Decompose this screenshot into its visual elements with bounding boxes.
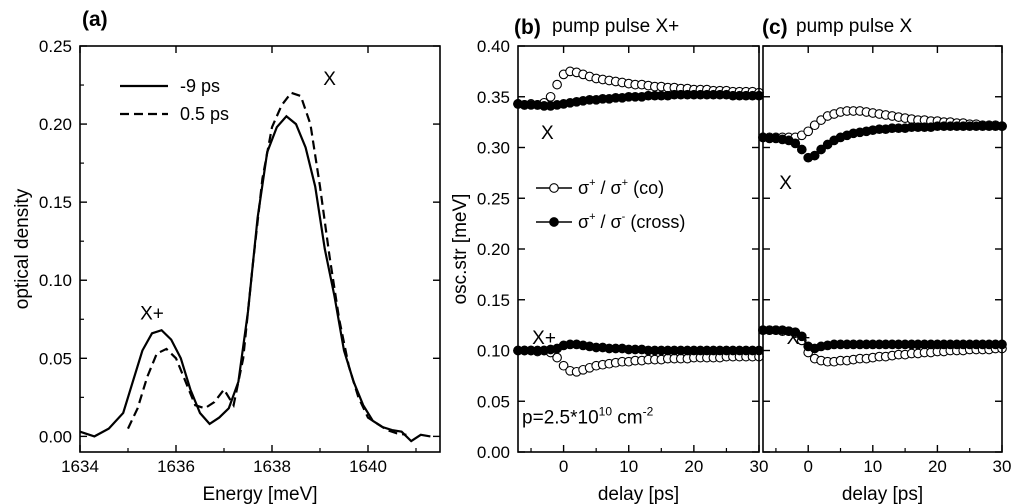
panel-b: 0.00 0.05 0.10 0.15 0.20 0.25 0.30 0.35 0.40 0 10 2…: [450, 16, 768, 504]
x-tick-label: 1638: [253, 457, 291, 476]
plot-frame-c: [762, 45, 1003, 453]
y-tick-label: 0.20: [477, 240, 510, 259]
legend-label-2: 0.5 ps: [180, 104, 229, 124]
peak-label: X: [323, 69, 336, 90]
panel-c: 0 10 20 30 delay [ps] (c) pump pulse X X X+: [758, 16, 1012, 504]
series-line-2: [127, 91, 407, 436]
series-line-1: [79, 114, 431, 443]
y-tick-label: 0.30: [477, 139, 510, 158]
y-tick-label: 0.25: [477, 189, 510, 208]
legend-marker-1: [549, 183, 559, 193]
y-axis-title: osc.str [meV]: [450, 194, 471, 305]
panel-label: (b): [514, 16, 541, 39]
y-tick-label: 0.00: [39, 427, 72, 446]
data-point-c-s4: [796, 331, 807, 342]
peak-label-x: X: [541, 123, 554, 144]
panel-a: 0.00 0.05 0.10 0.15 0.20 0.25 1634 1636 1638 1640…: [12, 8, 440, 504]
x-tick-label: 20: [928, 457, 947, 476]
x-axis-title: delay [ps]: [842, 484, 923, 504]
x-tick-label: 1636: [157, 457, 195, 476]
density-label: p=2.5*1010 cm-2: [522, 405, 654, 429]
data-point-c-s2: [796, 144, 807, 155]
x-tick-label: 10: [863, 457, 882, 476]
legend-marker-2: [549, 217, 559, 227]
y-tick-label: 0.20: [39, 115, 72, 134]
panel-title: pump pulse X+: [552, 16, 679, 37]
peak-label-xplus: X+: [787, 328, 811, 349]
data-point-c-s1: [809, 120, 820, 131]
x-axis-title: Energy [meV]: [202, 484, 317, 504]
x-tick-label: 1640: [349, 457, 387, 476]
x-tick-label: 20: [684, 457, 703, 476]
data-point-c-s2: [816, 144, 826, 155]
legend-label-2: σ+ / σ- (cross): [578, 211, 685, 232]
peak-label-xplus: X+: [532, 328, 556, 349]
y-tick-label: 0.25: [39, 37, 72, 56]
x-tick-label: 30: [993, 457, 1012, 476]
data-point-b-s3: [558, 360, 569, 371]
x-tick-label: 1634: [61, 457, 99, 476]
y-tick-label: 0.10: [39, 271, 72, 290]
y-tick-label: 0.40: [477, 37, 510, 56]
y-tick-label: 0.10: [477, 342, 510, 361]
x-tick-label: 30: [750, 457, 769, 476]
data-point-b-s1: [545, 91, 556, 102]
x-axis-title: delay [ps]: [598, 484, 679, 504]
y-tick-label: 0.35: [477, 88, 510, 107]
x-tick-label: 0: [559, 457, 568, 476]
legend-label-1: -9 ps: [180, 76, 220, 96]
data-point-c-s2: [790, 138, 801, 149]
legend-label-1: σ+ / σ+ (co): [578, 177, 664, 198]
y-tick-label: 0.05: [477, 392, 510, 411]
peak-label: X+: [140, 303, 164, 324]
plot-frame-a: [79, 45, 441, 453]
data-point-b-s1: [552, 79, 562, 90]
x-tick-label: 10: [619, 457, 638, 476]
y-tick-label: 0.05: [39, 349, 72, 368]
y-tick-label: 0.00: [477, 443, 510, 462]
data-point-c-s2: [809, 150, 820, 161]
y-tick-label: 0.15: [477, 291, 510, 310]
panel-title: pump pulse X: [796, 16, 913, 37]
plot-frame-b: [517, 45, 760, 453]
panel-label: (c): [762, 16, 788, 39]
peak-label-x: X: [779, 173, 792, 194]
panel-label: (a): [82, 8, 108, 31]
y-axis-title: optical density: [12, 188, 33, 309]
data-point-b-s3: [552, 352, 562, 363]
y-tick-label: 0.15: [39, 193, 72, 212]
data-point-c-s1: [803, 126, 814, 137]
x-tick-label: 0: [803, 457, 812, 476]
